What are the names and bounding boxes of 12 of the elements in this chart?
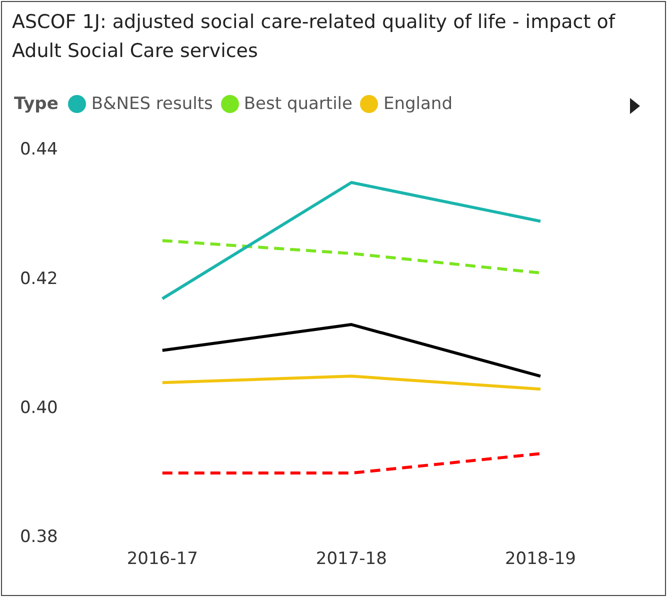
y-tick-label: 0.44 — [20, 140, 58, 160]
legend-label: England — [383, 94, 452, 114]
y-tick-label: 0.38 — [20, 527, 58, 548]
legend-title: Type — [14, 94, 58, 114]
x-tick-label: 2018-19 — [504, 549, 576, 570]
chart-title: ASCOF 1J: adjusted social care-related quality of life - impact of Adult Social Care services — [12, 10, 616, 64]
legend-label: Best quartile — [244, 94, 352, 114]
y-tick-label: 0.40 — [20, 398, 58, 418]
legend-label: B&NES results — [91, 94, 213, 114]
x-tick-label: 2017-18 — [316, 549, 387, 570]
x-tick-label: 2016-17 — [126, 549, 198, 570]
y-tick-label: 0.42 — [20, 268, 58, 289]
